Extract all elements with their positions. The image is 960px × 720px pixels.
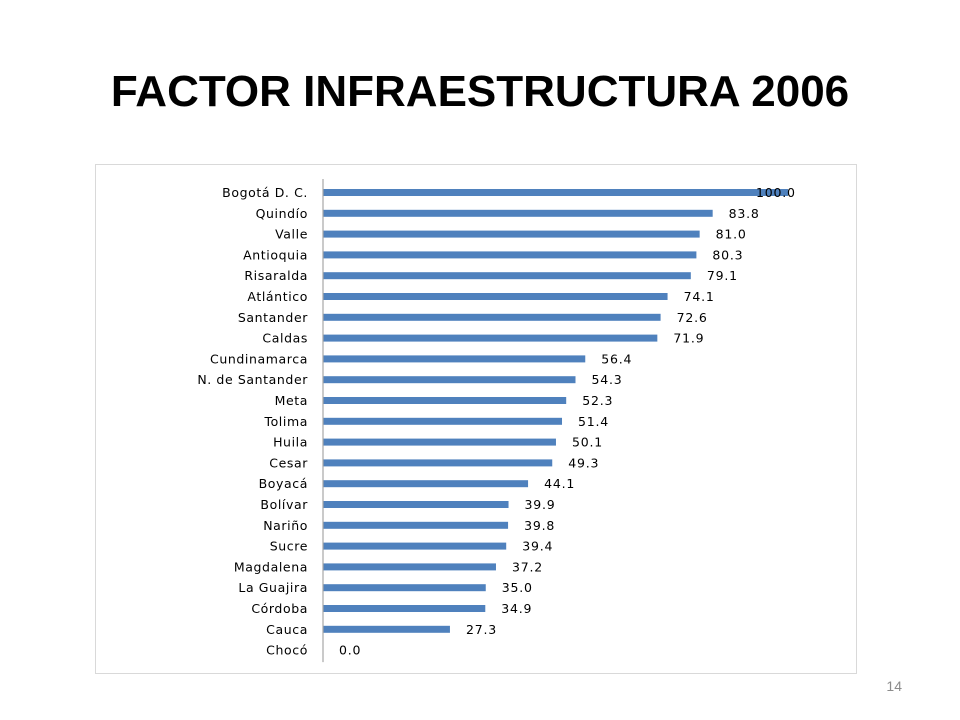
bar-20 [323,605,486,612]
bar-2 [323,230,700,238]
value-label: 50.1 [572,435,603,450]
bar-5 [323,293,668,300]
value-label: 74.1 [684,289,715,304]
bar-1 [323,209,713,217]
category-label: Boyacá [259,476,308,491]
category-label: Quindío [256,206,308,221]
slide-title: FACTOR INFRAESTRUCTURA 2006 [110,67,850,116]
page-number: 14 [886,678,902,694]
category-label: Meta [275,393,308,408]
bar-7 [323,334,658,342]
category-label: Bogotá D. C. [222,185,308,200]
value-label: 39.8 [524,518,555,533]
value-label: 81.0 [716,227,747,242]
bars-layer [323,189,788,633]
bar-17 [323,542,507,550]
bar-19 [323,584,486,592]
bar-18 [323,563,496,571]
category-label: Valle [275,227,308,242]
bar-21 [323,625,450,633]
bar-11 [323,417,563,425]
bar-10 [323,397,567,404]
bar-9 [323,376,576,384]
category-label: Córdoba [251,601,308,616]
category-label: Tolima [263,414,308,429]
value-label: 52.3 [582,393,613,408]
value-label: 54.3 [591,372,622,387]
value-label: 39.4 [522,539,553,554]
category-label: Bolívar [260,497,308,512]
value-label: 51.4 [578,414,609,429]
value-label: 79.1 [707,268,738,283]
category-label: Sucre [270,539,308,554]
category-label: Atlántico [247,289,308,304]
bar-8 [323,355,586,363]
category-label: Huila [273,435,308,450]
category-labels: Bogotá D. C. Quindío Valle Antioquia Risaral… [197,185,308,658]
category-label: Caldas [262,331,308,346]
bar-16 [323,521,509,529]
category-label: Cauca [266,622,308,637]
value-label: 37.2 [512,559,543,574]
category-label: Antioquia [243,247,308,262]
category-label: Chocó [266,643,308,658]
category-label: Cundinamarca [210,351,308,366]
value-label: 83.8 [729,206,760,221]
bar-4 [323,272,691,280]
value-label: 100.0 [756,185,796,200]
value-label: 80.3 [712,247,743,262]
category-label: Magdalena [234,559,308,574]
value-label: 35.0 [502,580,533,595]
bar-13 [323,459,553,467]
value-label: 56.4 [601,351,632,366]
value-label: 71.9 [673,331,704,346]
value-label: 44.1 [544,476,575,491]
chart-frame: Bogotá D. C. Quindío Valle Antioquia Risaral… [95,164,857,674]
bar-14 [323,480,529,488]
value-label: 39.9 [525,497,556,512]
bar-3 [323,251,697,259]
value-label: 0.0 [339,643,361,658]
category-label: Nariño [263,518,308,533]
value-labels: 100.0 83.8 81.0 80.3 79.1 74.1 72.6 71.9 56.4 54.… [339,185,796,658]
bar-6 [323,313,661,321]
bar-15 [323,501,509,508]
value-label: 49.3 [568,455,599,470]
bar-12 [323,438,556,446]
value-label: 27.3 [466,622,497,637]
category-label: Risaralda [244,268,308,283]
bar-chart: Bogotá D. C. Quindío Valle Antioquia Risaral… [197,179,796,663]
bar-0 [323,189,788,196]
category-label: La Guajira [238,580,308,595]
category-label: Cesar [269,455,308,470]
category-label: N. de Santander [197,372,308,387]
value-label: 34.9 [501,601,532,616]
value-label: 72.6 [677,310,708,325]
category-label: Santander [238,310,308,325]
